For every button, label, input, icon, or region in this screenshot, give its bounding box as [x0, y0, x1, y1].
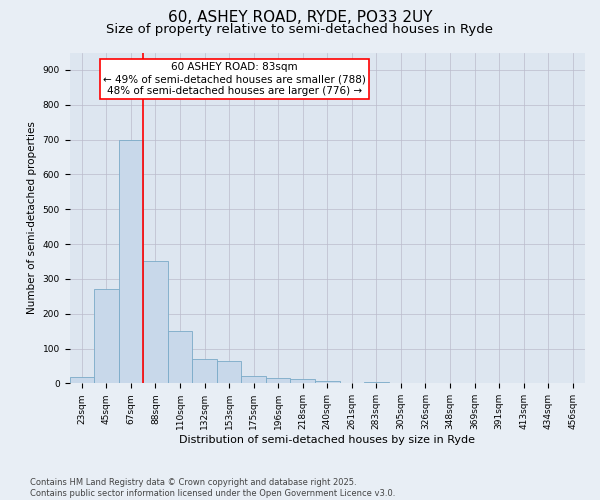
Bar [70, 377, 94, 384]
Bar [217, 360, 241, 384]
Text: 60 ASHEY ROAD: 83sqm
← 49% of semi-detached houses are smaller (788)
48% of semi: 60 ASHEY ROAD: 83sqm ← 49% of semi-detac… [103, 62, 366, 96]
Bar [315, 380, 340, 384]
Bar [143, 262, 168, 384]
Y-axis label: Number of semi-detached properties: Number of semi-detached properties [27, 122, 37, 314]
Text: Size of property relative to semi-detached houses in Ryde: Size of property relative to semi-detach… [107, 22, 493, 36]
Bar [168, 331, 192, 384]
Bar [192, 359, 217, 384]
Bar [241, 376, 266, 384]
Bar [94, 290, 119, 384]
Text: 60, ASHEY ROAD, RYDE, PO33 2UY: 60, ASHEY ROAD, RYDE, PO33 2UY [168, 10, 432, 25]
Bar [266, 378, 290, 384]
X-axis label: Distribution of semi-detached houses by size in Ryde: Distribution of semi-detached houses by … [179, 435, 475, 445]
Bar [119, 140, 143, 384]
Text: Contains HM Land Registry data © Crown copyright and database right 2025.
Contai: Contains HM Land Registry data © Crown c… [30, 478, 395, 498]
Bar [290, 379, 315, 384]
Bar [364, 382, 389, 384]
